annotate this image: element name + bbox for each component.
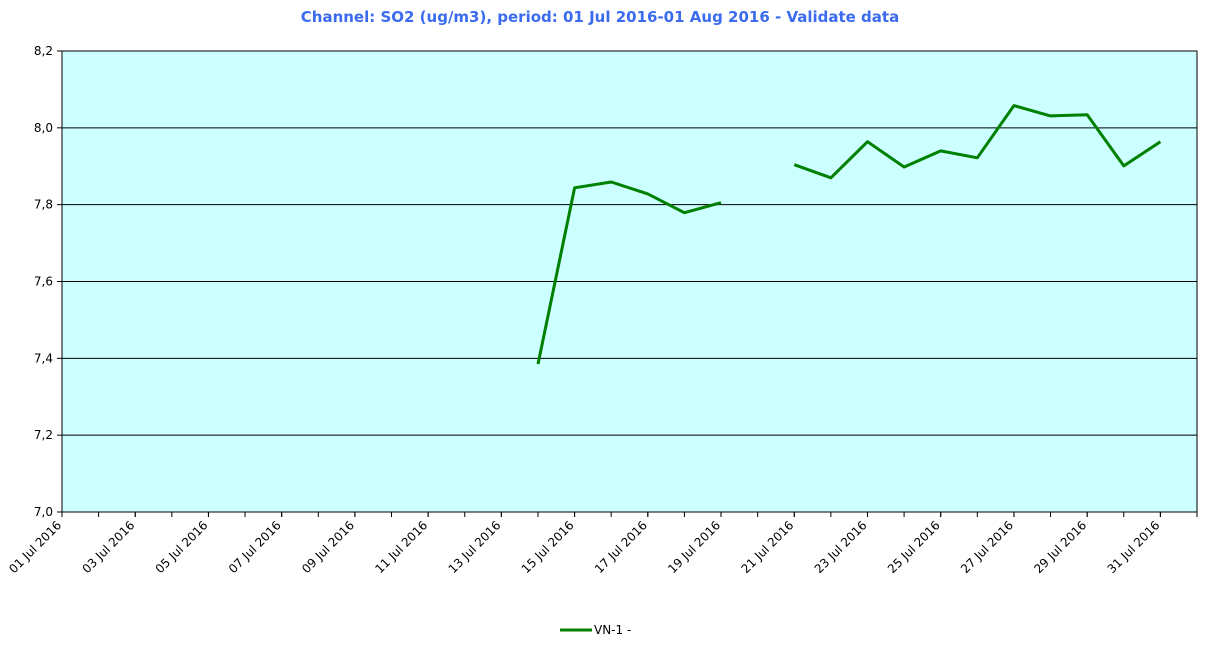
x-tick-label: 17 Jul 2016 [592, 518, 650, 576]
y-tick-label: 7,8 [34, 198, 53, 212]
chart-title: Channel: SO2 (ug/m3), period: 01 Jul 201… [301, 8, 899, 26]
x-tick-label: 23 Jul 2016 [812, 518, 870, 576]
x-tick-label: 01 Jul 2016 [6, 518, 64, 576]
legend-label: VN-1 - [594, 623, 631, 637]
x-tick-label: 27 Jul 2016 [958, 518, 1016, 576]
x-tick-label: 21 Jul 2016 [738, 518, 796, 576]
y-tick-label: 7,4 [34, 351, 53, 365]
y-tick-label: 8,2 [34, 44, 53, 58]
x-tick-label: 19 Jul 2016 [665, 518, 723, 576]
y-tick-label: 7,2 [34, 428, 53, 442]
x-tick-label: 05 Jul 2016 [153, 518, 211, 576]
y-tick-label: 7,6 [34, 275, 53, 289]
y-tick-label: 7,0 [34, 505, 53, 519]
x-tick-label: 11 Jul 2016 [372, 518, 430, 576]
x-tick-label: 09 Jul 2016 [299, 518, 357, 576]
series-line [536, 180, 722, 365]
series-line [793, 104, 1162, 180]
x-tick-label: 15 Jul 2016 [519, 518, 577, 576]
x-tick-label: 31 Jul 2016 [1105, 518, 1163, 576]
y-tick-label: 8,0 [34, 121, 53, 135]
x-tick-label: 29 Jul 2016 [1031, 518, 1089, 576]
x-tick-label: 25 Jul 2016 [885, 518, 943, 576]
x-tick-label: 03 Jul 2016 [79, 518, 137, 576]
x-tick-label: 13 Jul 2016 [446, 518, 504, 576]
x-tick-label: 07 Jul 2016 [226, 518, 284, 576]
